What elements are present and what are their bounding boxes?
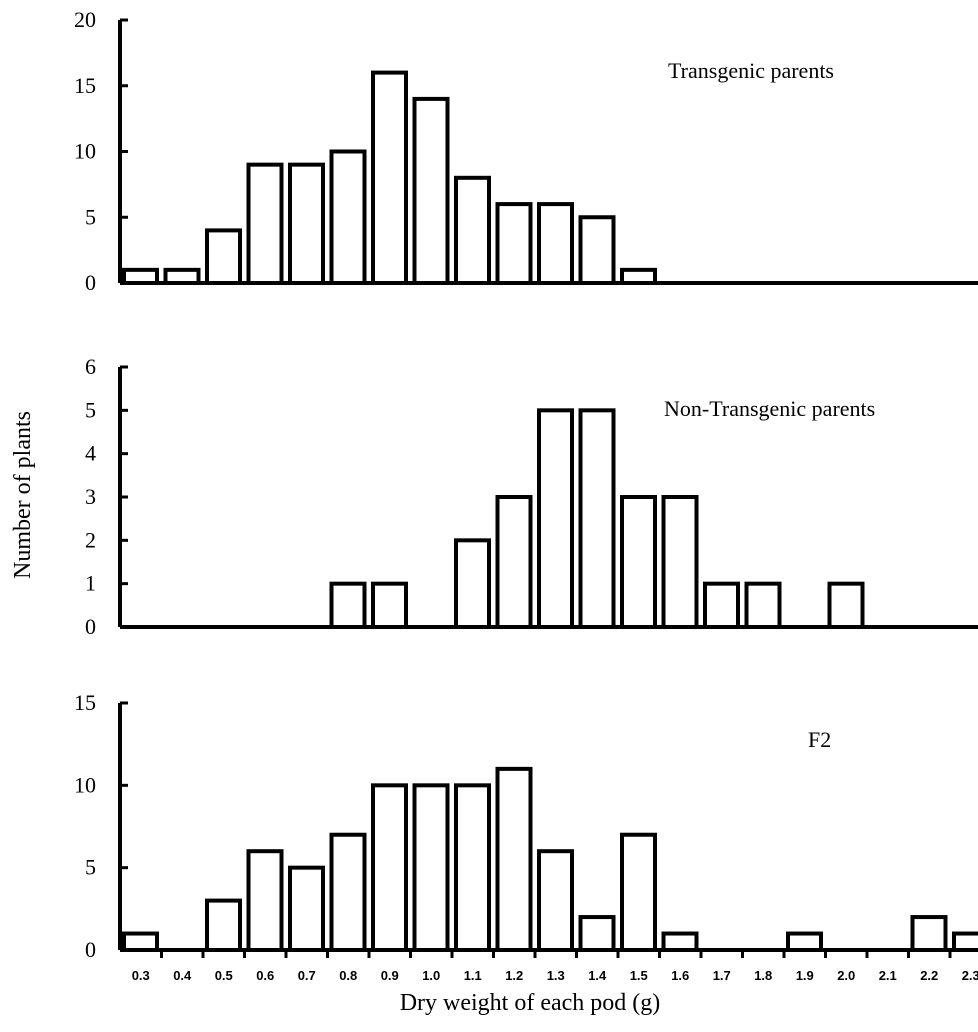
x-tick-label: 1.9 [796, 968, 814, 983]
bar [371, 581, 408, 630]
bar [412, 783, 450, 952]
y-tick-label: 2 [85, 527, 96, 552]
bar [952, 931, 978, 952]
panel-1: 0 5 10 15 20 Transgenic parents [74, 7, 978, 295]
panel-title: Non-Transgenic parents [664, 396, 875, 421]
y-tick-label: 6 [85, 354, 96, 379]
x-tick-label: 0.9 [381, 968, 399, 983]
bar [495, 766, 533, 952]
bar [537, 849, 574, 953]
bar [329, 581, 367, 630]
x-axis-title: Dry weight of each pod (g) [400, 990, 661, 1016]
panel-3: 0 5 10 15 F2 [74, 690, 978, 962]
x-tick-label: 1.1 [464, 968, 482, 983]
bar [371, 70, 408, 285]
x-tick-label: 2.3 [962, 968, 978, 983]
y-axis-title: Number of plants [10, 411, 36, 579]
bar [661, 495, 699, 629]
bar [454, 175, 491, 285]
x-tick-label: 0.5 [215, 968, 233, 983]
x-tick-label: 1.3 [547, 968, 565, 983]
bar [371, 783, 408, 952]
bar [661, 931, 699, 952]
panel-2: 0 1 2 3 4 5 6 Non-Transgenic parents [85, 354, 978, 639]
y-tick-label: 15 [74, 690, 96, 715]
y-tick-label: 5 [85, 855, 96, 880]
bar [288, 162, 325, 285]
bar [495, 495, 533, 629]
bar [537, 202, 574, 286]
y-tick-label: 10 [74, 772, 96, 797]
y-tick-label: 20 [74, 7, 96, 32]
y-tick-label: 1 [85, 571, 96, 596]
x-tick-label: 1.0 [422, 968, 440, 983]
x-tick-label: 2.2 [920, 968, 938, 983]
x-tick-label: 1.6 [671, 968, 689, 983]
x-tick-label: 2.1 [879, 968, 897, 983]
bar [288, 865, 325, 953]
bar [578, 915, 616, 952]
y-tick-label: 10 [74, 139, 96, 164]
bar [537, 408, 574, 630]
bar [412, 96, 450, 286]
bar [744, 581, 782, 630]
bar [827, 581, 865, 630]
bar [578, 215, 616, 285]
bar [703, 581, 740, 630]
panel-title: Transgenic parents [668, 58, 834, 83]
x-tick-label: 1.8 [754, 968, 772, 983]
x-tick-label: 0.7 [298, 968, 316, 983]
x-tick-label: 0.6 [256, 968, 274, 983]
bar [205, 898, 242, 952]
bar [454, 538, 491, 629]
x-tick-label: 0.3 [132, 968, 150, 983]
y-tick-label: 0 [85, 614, 96, 639]
y-tick-label: 4 [85, 441, 96, 466]
bar [786, 931, 823, 952]
y-tick-label: 15 [74, 73, 96, 98]
y-tick-label: 0 [85, 937, 96, 962]
x-tick-label: 1.4 [588, 968, 607, 983]
bar [329, 832, 367, 953]
bar [329, 149, 367, 285]
bar [495, 202, 533, 286]
x-tick-label: 1.7 [713, 968, 731, 983]
bar [910, 915, 948, 952]
x-tick-label: 1.2 [505, 968, 523, 983]
y-tick-label: 5 [85, 397, 96, 422]
y-tick-label: 0 [85, 270, 96, 295]
bar [122, 931, 159, 952]
bar [620, 495, 657, 629]
bar [246, 162, 284, 285]
panel-title: F2 [808, 727, 831, 752]
x-tick-label: 0.4 [173, 968, 192, 983]
x-tick-label: 0.8 [339, 968, 357, 983]
bar [620, 832, 657, 953]
bar [454, 783, 491, 952]
y-tick-label: 5 [85, 204, 96, 229]
bar [246, 849, 284, 953]
x-tick-label: 2.0 [837, 968, 855, 983]
x-tick-label: 1.5 [630, 968, 648, 983]
bar [578, 408, 616, 630]
y-tick-label: 3 [85, 484, 96, 509]
bar [205, 228, 242, 285]
